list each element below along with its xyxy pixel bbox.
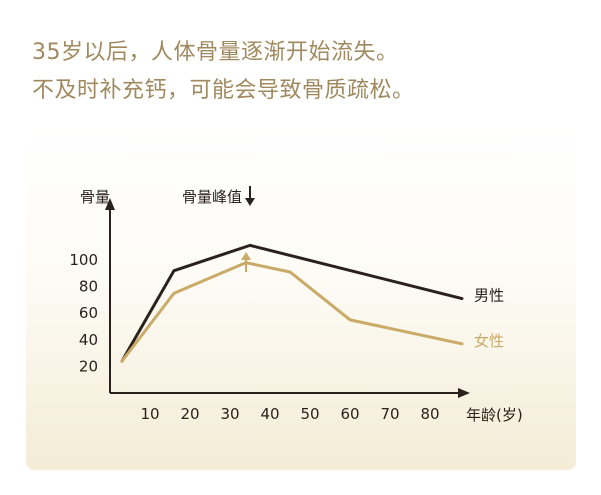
headline-line-2: 不及时补充钙，可能会导致骨质疏松。: [32, 78, 415, 103]
x-tick-label: 40: [260, 405, 279, 423]
x-tick-label: 80: [420, 405, 439, 423]
y-tick-label: 100: [69, 251, 98, 269]
peak-down-arrow-icon: [245, 186, 255, 206]
male-series-line: [120, 243, 464, 363]
peak-annotation: 骨量峰值: [182, 188, 242, 206]
x-tick-label: 10: [140, 405, 159, 423]
y-tick-label: 80: [79, 278, 98, 296]
x-axis-arrow: [458, 388, 470, 398]
x-tick-labels: 10 20 30 40 50 60 70 80: [140, 405, 439, 423]
x-tick-label: 50: [300, 405, 319, 423]
peak-arrow-head: [245, 198, 255, 206]
axes: [105, 198, 470, 398]
x-tick-label: 20: [180, 405, 199, 423]
female-arrow-head: [241, 252, 251, 260]
female-series-label: 女性: [474, 332, 504, 350]
chart-panel: [26, 125, 576, 470]
male-series-label: 男性: [474, 287, 504, 305]
series-lines: [120, 243, 464, 363]
y-tick-label: 40: [79, 331, 98, 349]
x-tick-label: 70: [380, 405, 399, 423]
y-tick-label: 60: [79, 304, 98, 322]
y-axis-label: 骨量: [80, 188, 110, 206]
y-tick-label: 20: [79, 357, 98, 375]
y-axis-arrow: [105, 198, 115, 210]
x-tick-label: 60: [340, 405, 359, 423]
x-axis-label: 年龄(岁): [466, 406, 523, 424]
y-tick-labels: 20 40 60 80 100: [69, 251, 98, 375]
female-peak-up-arrow-icon: [241, 252, 251, 272]
female-series-line: [120, 261, 464, 363]
headline-line-1: 35岁以后，人体骨量逐渐开始流失。: [32, 40, 399, 65]
x-tick-label: 30: [220, 405, 239, 423]
